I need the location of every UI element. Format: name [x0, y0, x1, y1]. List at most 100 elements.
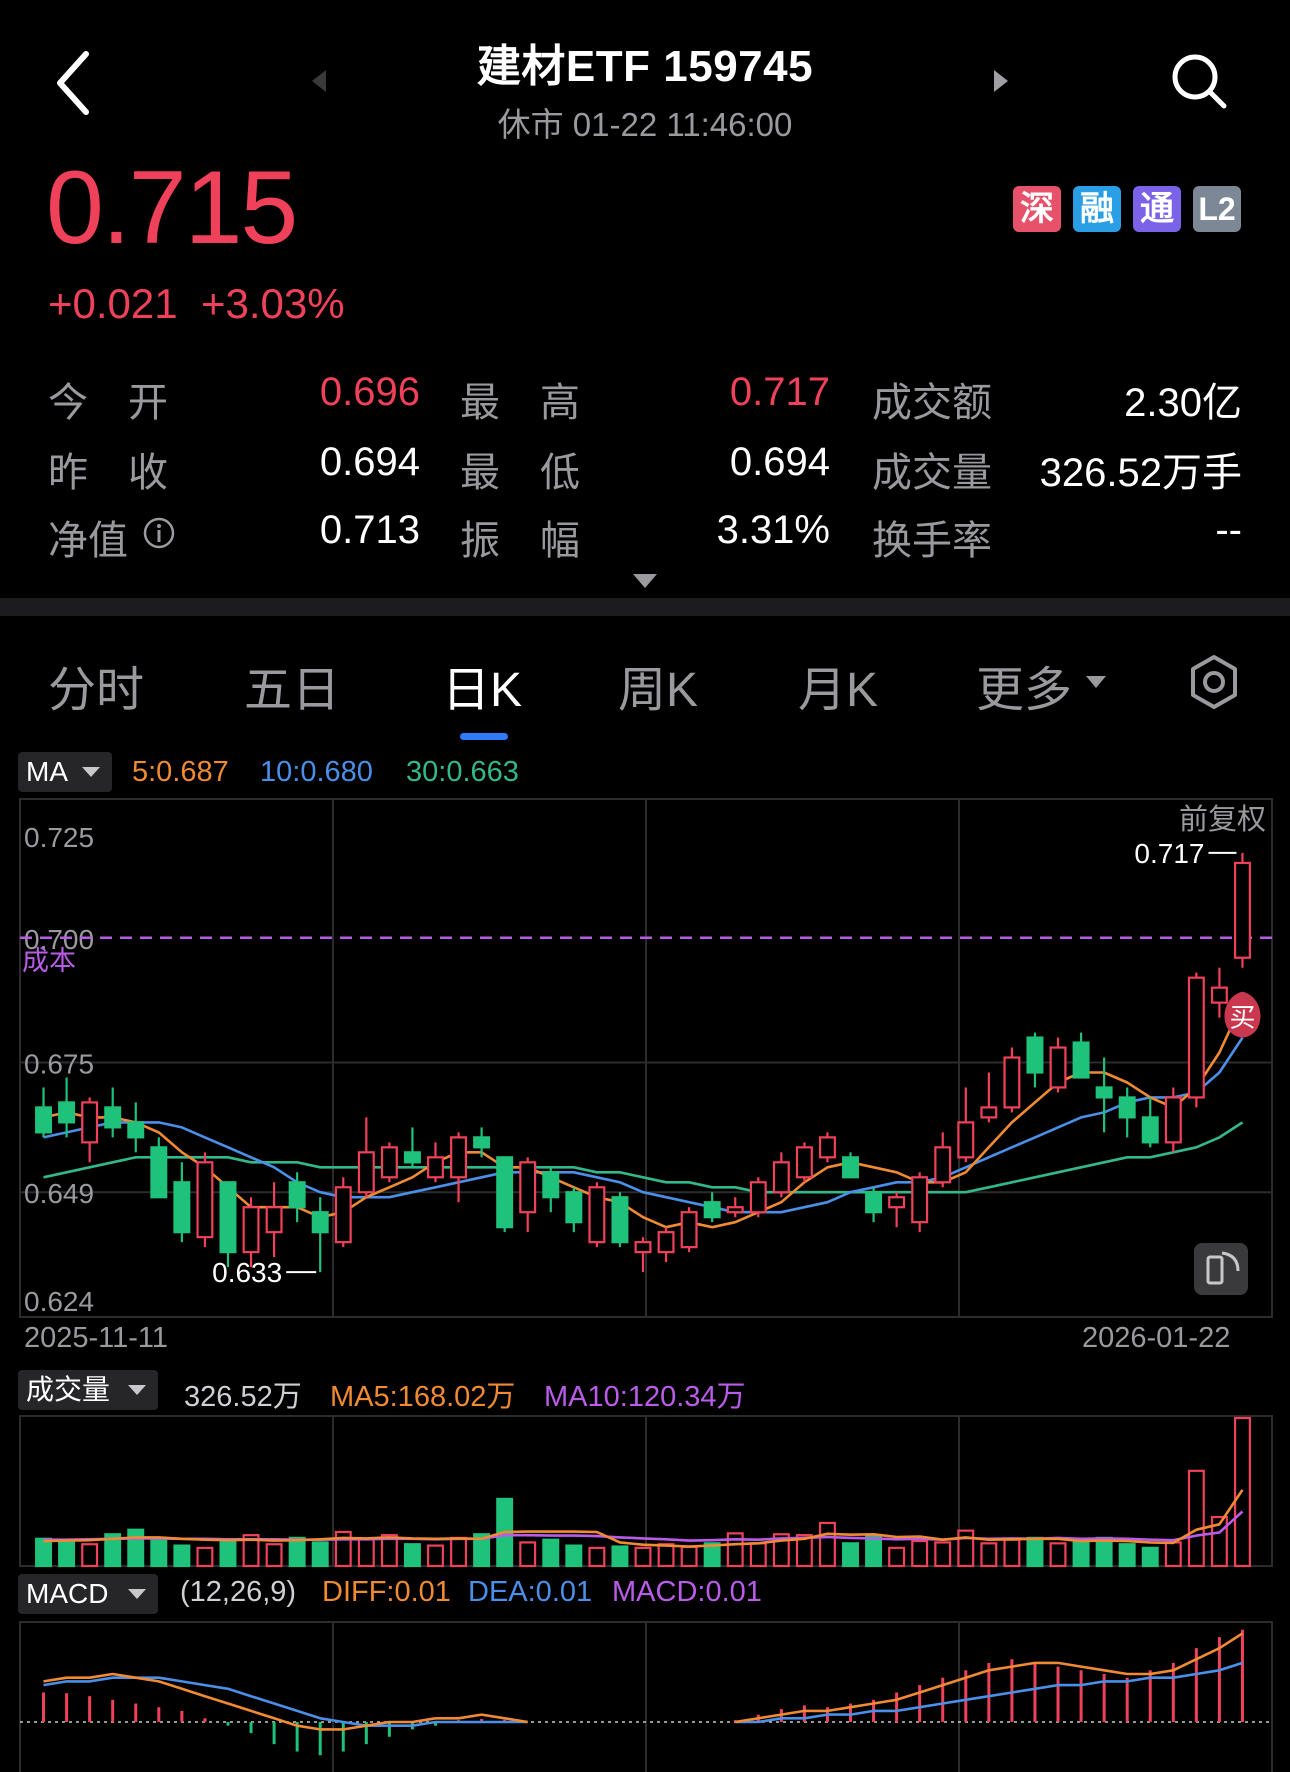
candle-body-up: [1210, 986, 1228, 1004]
search-icon[interactable]: [1170, 52, 1228, 110]
volume-bar-down: [1026, 1536, 1044, 1568]
candle-body-up: [957, 1121, 975, 1159]
candle: [611, 1192, 629, 1248]
stat-value-low: 0.694: [729, 440, 830, 484]
cost-label: 成本: [22, 946, 76, 976]
candle: [81, 1097, 99, 1163]
volume-bar-up: [519, 1541, 537, 1568]
candle: [357, 1117, 375, 1198]
expand-stats-icon[interactable]: [633, 574, 657, 588]
info-icon[interactable]: [142, 516, 176, 550]
previous-stock-arrow-icon[interactable]: [312, 70, 326, 92]
candle-body-up: [934, 1146, 952, 1184]
macd-selector-caret-icon[interactable]: [128, 1589, 146, 1599]
volume-bar-up: [1049, 1542, 1067, 1568]
y-tick-label: 0.649: [24, 1178, 94, 1209]
stat-label-volume: 成交量: [872, 451, 992, 495]
stat-value-high: 0.717: [729, 370, 830, 414]
tab-weekly-k[interactable]: 周K: [618, 664, 699, 717]
candle-body-up: [980, 1106, 998, 1119]
more-caret-icon[interactable]: [1086, 676, 1106, 688]
volume-bar-down: [1095, 1536, 1113, 1568]
candle-body-up: [588, 1186, 606, 1244]
volume-selector-caret-icon[interactable]: [128, 1385, 146, 1395]
volume-bar-down: [703, 1542, 721, 1568]
candle-body-down: [542, 1171, 560, 1199]
next-stock-arrow-icon[interactable]: [994, 70, 1008, 92]
stat-label-nav: 净值: [48, 519, 128, 563]
candle-body-down: [1141, 1116, 1159, 1144]
macd-diff-line-start: [43, 1672, 528, 1731]
tab-daily-k[interactable]: 日K: [442, 664, 523, 717]
candle: [334, 1177, 352, 1248]
candle-body-down: [1118, 1096, 1136, 1119]
volume-bar-down: [842, 1542, 859, 1568]
candle-body-down: [865, 1191, 883, 1214]
back-arrow-icon[interactable]: [52, 48, 96, 118]
candle: [957, 1087, 975, 1163]
stat-value-amplitude: 3.31%: [716, 508, 830, 552]
ma5-value: 5:0.687: [132, 756, 229, 788]
candle: [934, 1132, 952, 1188]
candle-body-up: [265, 1206, 283, 1234]
rotate-icon-phone: [1206, 1255, 1224, 1285]
ma-selector-caret-icon[interactable]: [82, 767, 100, 777]
candle-body-up: [888, 1196, 906, 1209]
macd-chart[interactable]: [0, 1618, 1290, 1772]
volume-bar-down: [58, 1539, 76, 1568]
stat-label-open: 今 开: [48, 381, 168, 425]
macd-dea-line-start: [43, 1676, 528, 1727]
candle-body-up: [749, 1181, 767, 1214]
candle-body-up: [242, 1206, 260, 1254]
chart-settings-icon[interactable]: [1188, 654, 1240, 710]
stat-label-turnover: 成交额: [872, 381, 992, 425]
level2-badge[interactable]: L2: [1193, 186, 1241, 232]
volume-bar-down: [104, 1533, 122, 1568]
ma30-value: 30:0.663: [406, 756, 519, 788]
candle: [127, 1102, 145, 1153]
chart-end-date: 2026-01-22: [1082, 1322, 1231, 1354]
candle: [911, 1172, 929, 1233]
tab-five-day[interactable]: 五日: [244, 664, 341, 717]
stat-label-prev-close: 昨 收: [48, 451, 168, 495]
volume-ma10-line: [43, 1510, 1244, 1542]
tab-more[interactable]: 更多: [976, 664, 1073, 717]
volume-bar-down: [173, 1544, 191, 1568]
candle-body-down: [1072, 1041, 1090, 1079]
volume-bar-up: [450, 1536, 468, 1568]
stat-value-turnover: 2.30亿: [1124, 381, 1242, 425]
volume-selector-label: 成交量: [26, 1374, 111, 1405]
candle-body-up: [795, 1146, 813, 1179]
volume-bar-up: [196, 1546, 214, 1568]
candle: [1164, 1087, 1182, 1153]
tab-intraday[interactable]: 分时: [48, 664, 145, 717]
kline-chart[interactable]: 0.725 0.700 0.675 0.649 0.624 成本 前复权 0.717 0.63…: [0, 795, 1290, 1355]
volume-bar-up: [818, 1521, 836, 1568]
volume-bar-down: [403, 1543, 421, 1568]
tab-monthly-k[interactable]: 月K: [798, 664, 879, 717]
candle: [980, 1072, 998, 1123]
volume-bar-up: [427, 1544, 444, 1568]
candle-body-down: [496, 1156, 514, 1229]
candle: [795, 1142, 813, 1183]
candle-body-down: [104, 1106, 122, 1129]
candle: [173, 1162, 191, 1243]
candle-body-down: [127, 1121, 145, 1139]
candle: [427, 1142, 444, 1183]
volume-chart[interactable]: [0, 1412, 1290, 1572]
volume-bar-down: [565, 1544, 583, 1568]
volume-bar-down: [1072, 1541, 1090, 1568]
candle-body-down: [611, 1196, 629, 1244]
candle-body-up: [911, 1176, 929, 1224]
volume-bar-down: [865, 1535, 883, 1568]
candle: [588, 1182, 606, 1248]
candle-body-up: [818, 1136, 836, 1159]
candle: [288, 1172, 306, 1223]
volume-bar-up: [726, 1532, 744, 1568]
stat-label-low: 最 低: [460, 451, 580, 495]
candle: [1210, 967, 1228, 1018]
ma10-value: 10:0.680: [260, 756, 373, 788]
candle: [634, 1237, 652, 1273]
rotate-screen-icon[interactable]: [1194, 1243, 1248, 1295]
volume-bar-down: [311, 1541, 329, 1568]
